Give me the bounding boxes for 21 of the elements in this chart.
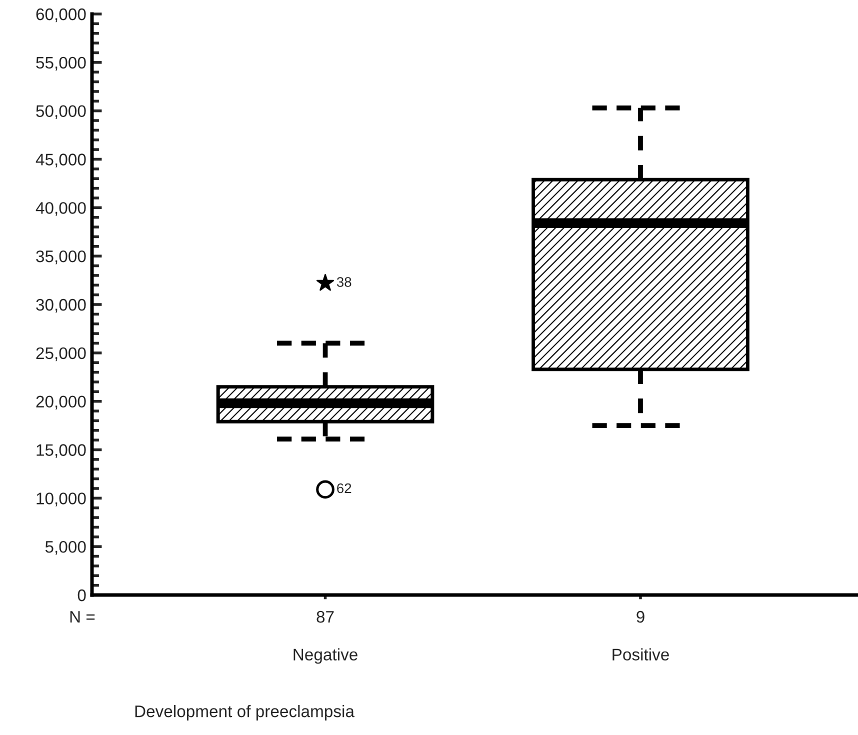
x-tick-label: Positive bbox=[612, 648, 669, 660]
y-tick-label: 20,000 bbox=[36, 396, 86, 410]
y-tick-label: 35,000 bbox=[36, 250, 86, 264]
x-axis-title: Development of preeclampsia bbox=[135, 705, 354, 721]
y-tick-label: 0 bbox=[78, 589, 86, 602]
y-tick-label: 25,000 bbox=[36, 347, 86, 362]
y-tick-label: 50,000 bbox=[36, 105, 86, 120]
x-tick-label: Negative bbox=[294, 648, 358, 664]
annotation: 9 bbox=[636, 610, 644, 623]
y-tick-label: 40,000 bbox=[36, 202, 86, 216]
annotation: 38 bbox=[336, 277, 352, 287]
annotation: 62 bbox=[337, 483, 352, 494]
y-tick-label: 30,000 bbox=[36, 298, 86, 313]
y-tick-label: 45,000 bbox=[36, 154, 86, 168]
y-tick-label: 60,000 bbox=[36, 8, 86, 22]
y-tick-label: 5,000 bbox=[45, 540, 86, 555]
annotation: 87 bbox=[316, 610, 334, 623]
y-tick-label: 55,000 bbox=[36, 56, 86, 71]
text: N = bbox=[70, 611, 95, 623]
y-tick-label: 10,000 bbox=[36, 492, 86, 506]
y-tick-label: 15,000 bbox=[36, 444, 86, 458]
